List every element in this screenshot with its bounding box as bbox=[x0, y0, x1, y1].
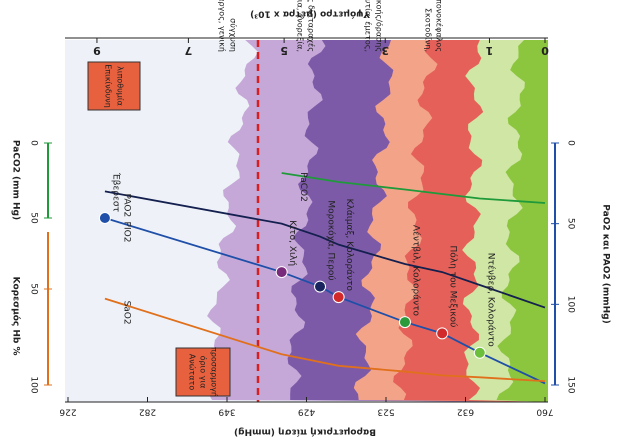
zone-text: Σκοτοδίνη, bbox=[424, 8, 433, 52]
y2-axis-title: Κορεσμός Hb % bbox=[11, 276, 22, 355]
x-tick-label: 429 bbox=[298, 407, 315, 417]
place-dot bbox=[332, 291, 345, 304]
y3ticks-label: 50 bbox=[29, 212, 39, 224]
x2-tick-label: 1 bbox=[486, 44, 494, 57]
yticks-label: 50 bbox=[566, 218, 576, 230]
box-text: Ανώτατο bbox=[188, 354, 198, 391]
series-line bbox=[281, 172, 546, 204]
place-dot bbox=[98, 212, 111, 225]
place-label: Μοροκόχα, Περού bbox=[326, 200, 337, 280]
place-label: Κίτο, Χιλή bbox=[287, 220, 297, 266]
zone-text: Δύσπνοια, ανορεξία, bbox=[296, 0, 306, 52]
place-label: Κλάιμαξ, Κολοράντο bbox=[344, 199, 354, 292]
place-label: Πόλη του Μεξικού bbox=[448, 245, 459, 327]
series-line bbox=[104, 297, 546, 383]
series-line bbox=[104, 190, 546, 309]
x-axis-title: Βαρομετρική πίεση (mmHg) bbox=[234, 427, 376, 438]
x2-tick-label: 7 bbox=[185, 44, 193, 57]
y-axis-title: PaO2 και PAO2 (mmHg) bbox=[601, 204, 611, 323]
x-tick-label: 282 bbox=[139, 407, 156, 417]
place-dot bbox=[275, 266, 288, 279]
x-tick-label: 760 bbox=[536, 407, 553, 417]
x-tick-label: 523 bbox=[377, 407, 394, 417]
zone-text: διαταραχές ακοής/όρασης bbox=[375, 0, 385, 52]
place-dot bbox=[436, 327, 449, 340]
bands bbox=[65, 40, 548, 402]
band bbox=[496, 40, 548, 402]
x-tick-label: 349 bbox=[218, 407, 235, 417]
box-text: όριο για bbox=[199, 356, 209, 389]
y3ticks-label: 0 bbox=[29, 140, 39, 146]
x-tick-label: 226 bbox=[59, 407, 76, 417]
box bbox=[87, 61, 141, 111]
zone-text: γαστρεντερικές διαταραχές bbox=[307, 0, 317, 52]
place-dot bbox=[398, 316, 411, 329]
place-dot bbox=[473, 346, 486, 359]
series-line bbox=[104, 217, 546, 385]
zone-text: σύγχυση bbox=[229, 18, 239, 52]
box-text: Επικίνδυνη bbox=[104, 64, 113, 108]
x2-tick-label: 0 bbox=[541, 44, 549, 57]
y2ticks-label: 50 bbox=[29, 283, 39, 295]
series-label: PAO2 bbox=[121, 194, 131, 218]
place-label: Ντένβερ, Κολοράντο bbox=[485, 253, 496, 347]
box bbox=[175, 347, 231, 397]
yticks-label: 100 bbox=[566, 296, 576, 313]
y3-axis-title: PaCO2 (mm Hg) bbox=[11, 140, 21, 220]
zone-text: πονοκέφαλος bbox=[435, 0, 445, 52]
place-label: Λέντβιλ, Κολοράντο bbox=[410, 225, 421, 317]
yticks-label: 0 bbox=[566, 140, 576, 146]
zone-text: Αϋπνία, ναυτία, έμετος, bbox=[364, 0, 374, 52]
yticks-label: 150 bbox=[566, 376, 576, 393]
x2-axis-title: Υψόμετρο (μέτρα x 10³) bbox=[250, 9, 371, 20]
x2-tick-label: 3 bbox=[381, 44, 389, 57]
place-dot bbox=[314, 280, 327, 293]
box-text: προσαρμογή bbox=[210, 347, 219, 397]
x2-tick-label: 5 bbox=[280, 44, 288, 57]
series-label: PIO2 bbox=[121, 222, 131, 243]
series-label: PaCO2 bbox=[298, 172, 308, 202]
x-tick-label: 632 bbox=[457, 407, 474, 417]
box-text: λιποθυμία bbox=[116, 66, 125, 106]
zone-text: Λήθαργος, γενική bbox=[218, 0, 227, 52]
y2ticks-label: 100 bbox=[29, 376, 39, 393]
series-label: SaO2 bbox=[121, 301, 131, 325]
place-label: Έβερεστ bbox=[110, 172, 120, 212]
x2-tick-label: 9 bbox=[93, 44, 101, 57]
